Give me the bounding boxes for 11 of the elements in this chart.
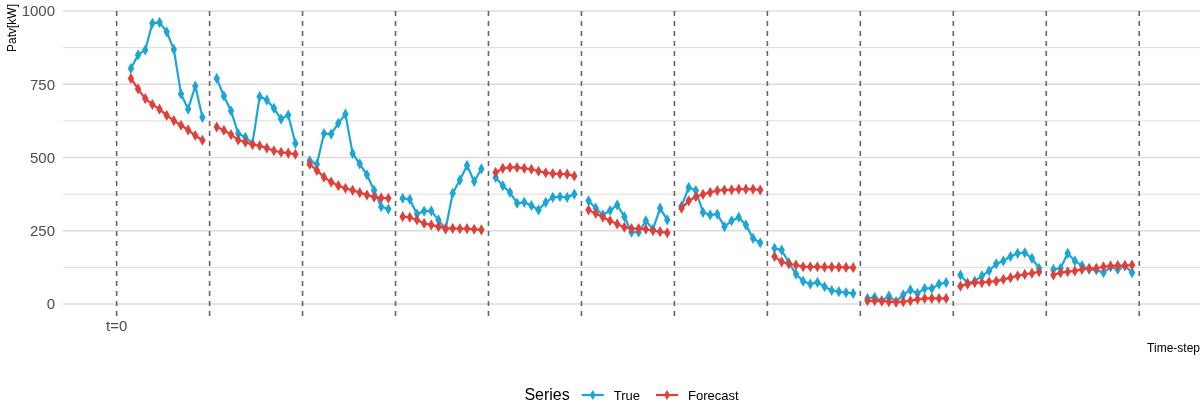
y-tick-label: 500 — [29, 148, 55, 166]
y-tick-label: 0 — [46, 295, 55, 313]
x-axis-title: Time-step — [1147, 341, 1201, 355]
y-tick-label: 250 — [29, 222, 55, 240]
legend-label: Forecast — [688, 388, 739, 403]
legend-title: Series — [524, 386, 570, 403]
x-tick-label: t=0 — [105, 316, 128, 334]
y-tick-label: 1000 — [21, 2, 55, 20]
legend-label: True — [613, 388, 641, 403]
y-axis-title: Patv[kW] — [5, 3, 19, 53]
y-tick-label: 750 — [29, 75, 55, 93]
